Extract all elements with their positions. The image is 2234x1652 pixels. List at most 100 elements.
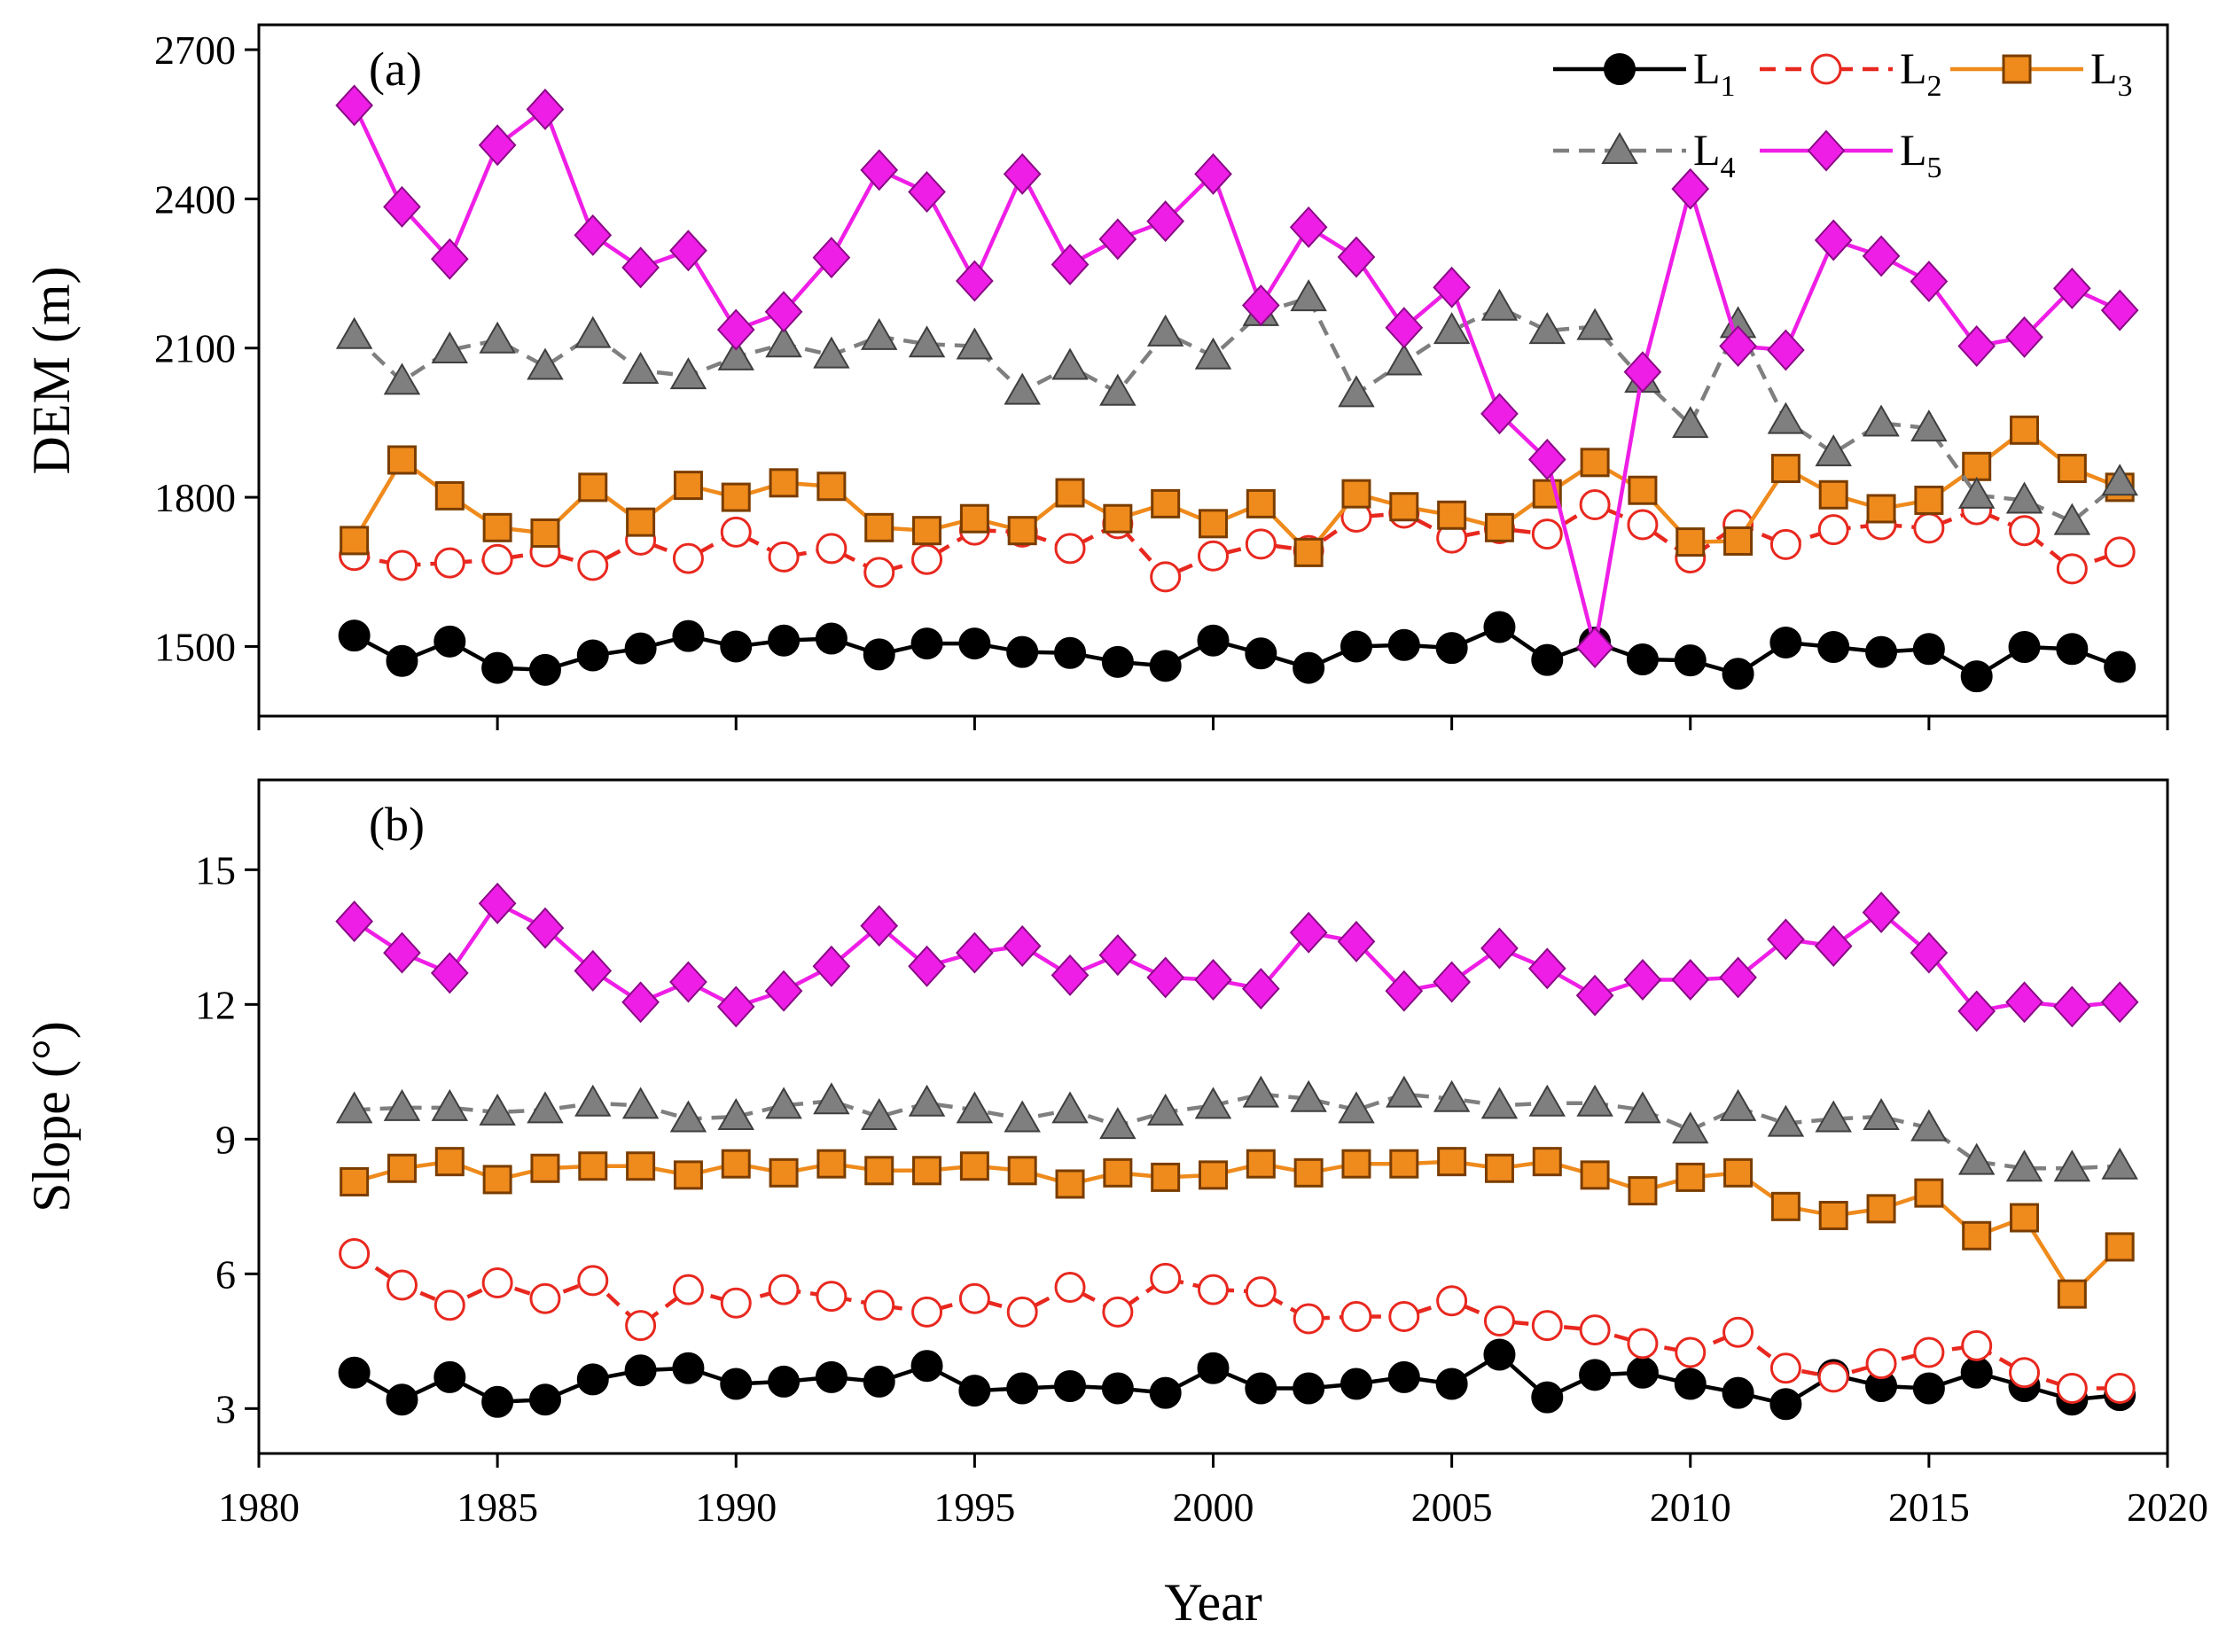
data-point-L3 (721, 482, 751, 512)
data-point-L3 (2057, 1279, 2087, 1309)
panel-a-dem-chart: 1500 1800 2100 2400 2700 DEM (m) (a) L1 L2 L3 L4 L5 (22, 23, 2169, 730)
data-point-L3 (1199, 509, 1228, 539)
y-tick-label: 2100 (154, 326, 236, 371)
data-point-L1 (481, 1385, 514, 1418)
y-tick-label: 1800 (154, 475, 236, 520)
data-point-L2 (672, 1274, 704, 1305)
data-point-L5 (574, 949, 613, 992)
data-point-L2 (911, 1296, 943, 1328)
data-point-L1 (1245, 1372, 1277, 1405)
data-point-L2 (1006, 1296, 1038, 1328)
data-point-L2 (1722, 1316, 1754, 1348)
series-L1 (338, 1338, 2136, 1421)
data-point-L2 (2104, 536, 2136, 568)
data-point-L2 (672, 542, 704, 574)
data-point-L4 (669, 357, 707, 390)
data-point-L5 (383, 931, 421, 974)
data-point-L1 (1197, 1352, 1230, 1384)
data-point-L4 (431, 1088, 469, 1121)
data-point-L3 (2010, 1203, 2040, 1233)
x-tick-label: 1980 (218, 1484, 300, 1530)
data-point-L5 (1146, 956, 1185, 999)
data-point-L3 (1199, 1160, 1228, 1190)
data-point-L4 (1672, 406, 1709, 439)
data-point-L4 (956, 327, 994, 360)
data-point-L1 (958, 627, 991, 660)
data-point-L5 (1814, 924, 1853, 967)
data-point-L5 (1623, 958, 1662, 1001)
data-point-L4 (1099, 373, 1137, 406)
data-point-L5 (526, 88, 565, 130)
data-point-L1 (863, 638, 895, 671)
data-point-L5 (478, 124, 517, 167)
data-point-L2 (1579, 489, 1611, 521)
series-line-L4 (353, 295, 2121, 524)
data-point-L1 (1245, 637, 1277, 670)
data-point-L5 (716, 986, 755, 1028)
data-point-L2 (768, 1274, 800, 1305)
data-point-L4 (1004, 1100, 1041, 1133)
data-point-L2 (1198, 1274, 1229, 1305)
data-point-L4 (1528, 1084, 1566, 1117)
series-L3 (340, 415, 2135, 567)
data-point-L5 (621, 981, 660, 1024)
data-point-L5 (1719, 956, 1757, 999)
series-line-L1 (353, 1352, 2121, 1407)
data-point-L2 (1817, 514, 1849, 546)
data-point-L4 (1815, 1100, 1852, 1133)
data-point-L4 (1051, 347, 1089, 380)
data-point-L4 (1338, 375, 1375, 408)
data-point-L5 (1098, 218, 1137, 261)
data-point-L4 (717, 1097, 754, 1130)
data-point-L3 (530, 1153, 560, 1183)
data-point-L2 (1865, 1348, 1897, 1380)
data-point-L3 (1055, 478, 1085, 508)
data-point-L4 (1099, 1107, 1137, 1140)
data-point-L3 (1962, 451, 1992, 481)
series-line-L5 (352, 104, 2121, 650)
data-point-L4 (621, 1087, 660, 1119)
data-point-L4 (383, 362, 421, 395)
data-point-L2 (1627, 1328, 1659, 1360)
data-point-L2 (386, 549, 418, 581)
data-point-L4 (956, 1091, 994, 1124)
data-point-L2 (434, 1290, 465, 1321)
data-point-L5 (1957, 325, 1996, 367)
data-point-L4 (1194, 337, 1232, 370)
data-point-L1 (1769, 626, 1802, 658)
data-point-L5 (2052, 267, 2091, 309)
data-point-L4 (1624, 1091, 1661, 1124)
data-point-L4 (1338, 1091, 1375, 1124)
x-tick-label: 1985 (457, 1484, 538, 1530)
data-point-L5 (860, 905, 899, 947)
data-point-L3 (1293, 1157, 1324, 1188)
data-point-L4 (1433, 1079, 1471, 1112)
data-point-L1 (1006, 1372, 1039, 1405)
data-point-L3 (912, 1156, 942, 1186)
data-point-L5 (669, 961, 707, 1003)
data-point-L4 (1433, 312, 1471, 345)
data-point-L4 (2053, 503, 2091, 535)
data-point-L3 (1389, 492, 1419, 522)
data-point-L5 (2005, 316, 2043, 358)
data-point-L5 (430, 238, 469, 280)
legend-label-L2: L2 (1900, 43, 1942, 103)
data-point-L3 (1770, 454, 1800, 484)
data-point-L1 (1531, 643, 1564, 676)
data-point-L3 (2057, 454, 2087, 484)
data-point-L3 (1007, 516, 1037, 546)
data-point-L3 (1341, 1149, 1371, 1179)
data-point-L5 (2005, 981, 2043, 1024)
data-point-L4 (1528, 312, 1566, 345)
series-line-L2 (354, 503, 2121, 580)
data-point-L5 (908, 945, 946, 987)
legend-marker-L1 (1604, 53, 1636, 85)
series-L5 (335, 882, 2139, 1032)
data-point-L1 (1197, 624, 1230, 657)
data-point-L1 (1293, 1372, 1325, 1405)
data-point-L5 (383, 185, 421, 228)
data-point-L3 (340, 526, 370, 556)
data-point-L4 (479, 1093, 516, 1126)
data-point-L5 (1527, 438, 1566, 480)
